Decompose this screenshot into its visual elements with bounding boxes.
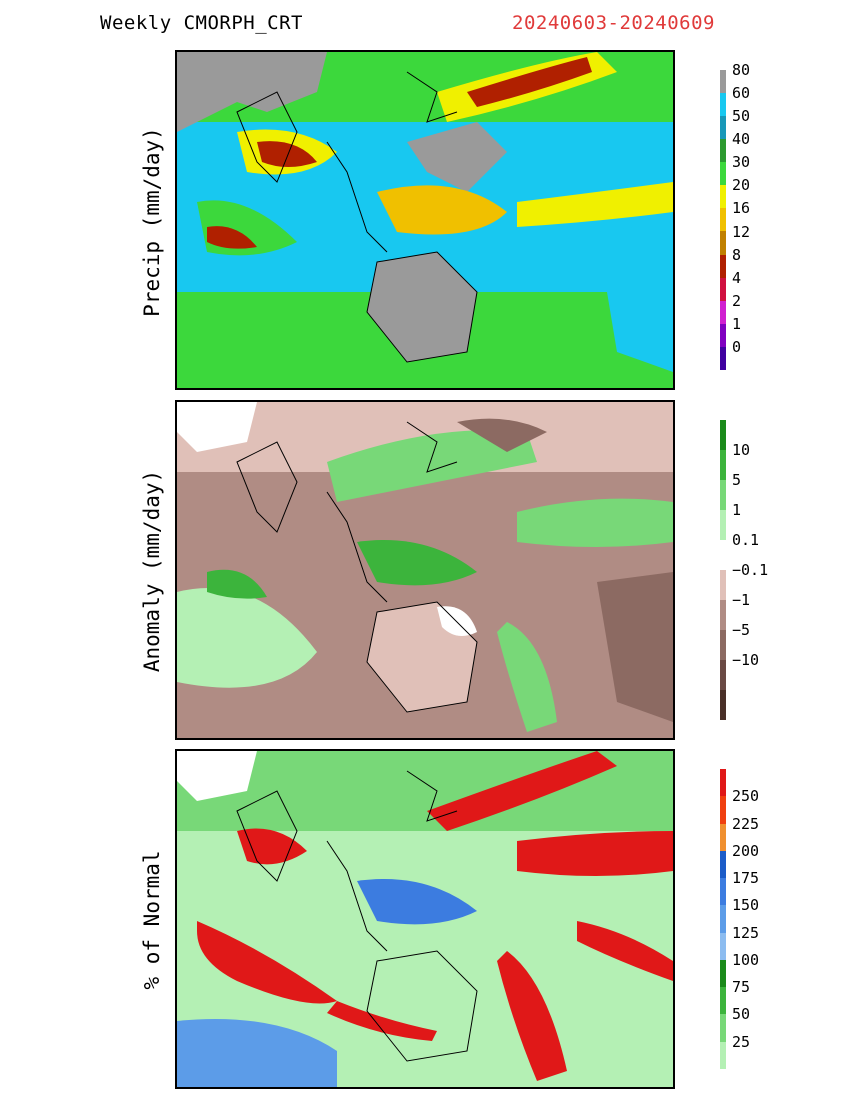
colorbar-segment (720, 987, 726, 1015)
colorbar-segment (720, 690, 726, 720)
date-range: 20240603-20240609 (512, 12, 715, 34)
colorbar-segment (720, 570, 726, 600)
colorbar-tick-label: 250 (732, 787, 760, 806)
colorbar-tick-label: 4 (732, 268, 742, 287)
colorbar-segment (720, 277, 726, 301)
colorbar-tick-label: 8 (732, 245, 742, 264)
colorbar-tick-label: 20 (732, 176, 751, 195)
colorbar-segment (720, 959, 726, 988)
colorbar-tick-label: 1 (732, 314, 742, 333)
colorbar-segment (720, 905, 726, 933)
colorbar-tick-label: −5 (732, 621, 751, 639)
colorbar-segment (720, 480, 726, 510)
colorbar-tick-label: 5 (732, 471, 742, 489)
colorbar-segment (720, 300, 726, 324)
colorbar-tick-label: −1 (732, 591, 751, 609)
anomaly-map-panel (175, 400, 675, 740)
colorbar-tick-label: 60 (732, 84, 751, 103)
colorbar-segment (720, 1041, 726, 1069)
anomaly-colorbar (720, 420, 726, 720)
colorbar-segment (720, 450, 726, 480)
colorbar-tick-label: 0.1 (732, 531, 760, 549)
colorbar-tick-label: 75 (732, 978, 751, 997)
colorbar-tick-label: 175 (732, 869, 760, 888)
colorbar-tick-label: 12 (732, 222, 751, 241)
colorbar-segment (720, 1014, 726, 1042)
colorbar-tick-label: 50 (732, 1005, 751, 1024)
percent-normal-axis-label: % of Normal (140, 850, 164, 990)
percent-normal-map-panel (175, 749, 675, 1089)
colorbar-segment (720, 208, 726, 232)
colorbar-tick-label: 25 (732, 1032, 751, 1051)
colorbar-tick-label: 200 (732, 841, 760, 860)
colorbar-segment (720, 139, 726, 163)
colorbar-tick-label: 16 (732, 199, 751, 218)
colorbar-segment (720, 660, 726, 690)
colorbar-tick-label: 40 (732, 130, 751, 149)
anomaly-map (177, 402, 673, 738)
colorbar-segment (720, 850, 726, 879)
colorbar-tick-label: 10 (732, 441, 751, 459)
colorbar-tick-label: 50 (732, 107, 751, 126)
colorbar-segment (720, 93, 726, 117)
colorbar-tick-label: 100 (732, 950, 760, 969)
colorbar-segment (720, 796, 726, 824)
colorbar-segment (720, 540, 726, 570)
colorbar-segment (720, 323, 726, 347)
precip-map (177, 52, 673, 388)
colorbar-tick-label: 0 (732, 337, 742, 356)
colorbar-segment (720, 420, 726, 450)
colorbar-tick-label: 225 (732, 814, 760, 833)
colorbar-segment (720, 769, 726, 797)
colorbar-tick-label: 30 (732, 153, 751, 172)
colorbar-tick-label: 80 (732, 61, 751, 79)
colorbar-tick-label: −10 (732, 651, 760, 669)
colorbar-segment (720, 600, 726, 630)
colorbar-segment (720, 878, 726, 906)
precip-map-panel (175, 50, 675, 390)
colorbar-segment (720, 932, 726, 960)
colorbar-tick-label: 2 (732, 291, 742, 310)
colorbar-segment (720, 510, 726, 540)
percent-normal-map (177, 751, 673, 1087)
colorbar-segment (720, 70, 726, 94)
colorbar-segment (720, 630, 726, 660)
colorbar-tick-label: 125 (732, 923, 760, 942)
colorbar-segment (720, 116, 726, 140)
precip-axis-label: Precip (mm/day) (140, 127, 164, 317)
colorbar-tick-label: 1 (732, 501, 742, 519)
colorbar-segment (720, 162, 726, 186)
colorbar-segment (720, 254, 726, 278)
percent-normal-colorbar (720, 769, 726, 1069)
colorbar-segment (720, 185, 726, 209)
colorbar-segment (720, 346, 726, 370)
colorbar-segment (720, 231, 726, 255)
colorbar-segment (720, 823, 726, 851)
anomaly-axis-label: Anomaly (mm/day) (140, 469, 164, 673)
colorbar-tick-label: −0.1 (732, 561, 769, 579)
chart-title: Weekly CMORPH_CRT (100, 12, 303, 34)
precip-colorbar (720, 70, 726, 370)
colorbar-tick-label: 150 (732, 896, 760, 915)
